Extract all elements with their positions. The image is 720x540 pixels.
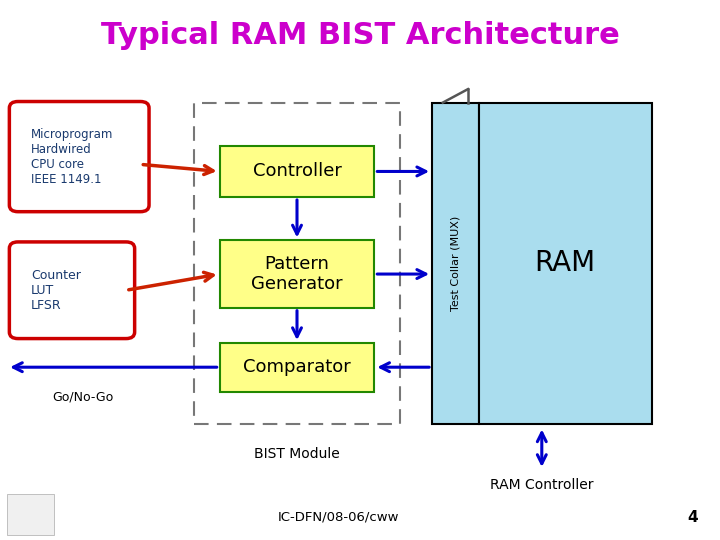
Bar <box>220 146 374 197</box>
Text: 4: 4 <box>688 510 698 525</box>
Text: IC-DFN/08-06/cww: IC-DFN/08-06/cww <box>278 511 399 524</box>
Text: Controller: Controller <box>253 163 341 180</box>
Text: Typical RAM BIST Architecture: Typical RAM BIST Architecture <box>101 21 619 50</box>
Text: RAM: RAM <box>535 249 595 277</box>
FancyBboxPatch shape <box>9 242 135 339</box>
Text: BIST Module: BIST Module <box>254 447 340 461</box>
Bar <box>432 103 479 424</box>
Text: Counter
LUT
LFSR: Counter LUT LFSR <box>31 269 81 312</box>
FancyBboxPatch shape <box>9 102 149 212</box>
Text: Test Collar (MUX): Test Collar (MUX) <box>451 215 460 311</box>
Bar <box>220 240 374 308</box>
Bar <box>194 103 400 424</box>
Text: Go/No-Go: Go/No-Go <box>52 390 114 403</box>
Bar <box>7 494 54 535</box>
Text: Comparator: Comparator <box>243 358 351 376</box>
Text: RAM Controller: RAM Controller <box>490 478 593 492</box>
Bar <box>220 343 374 391</box>
Text: Pattern
Generator: Pattern Generator <box>251 255 343 293</box>
Bar <box>479 103 652 424</box>
Text: Microprogram
Hardwired
CPU core
IEEE 1149.1: Microprogram Hardwired CPU core IEEE 114… <box>31 127 113 186</box>
